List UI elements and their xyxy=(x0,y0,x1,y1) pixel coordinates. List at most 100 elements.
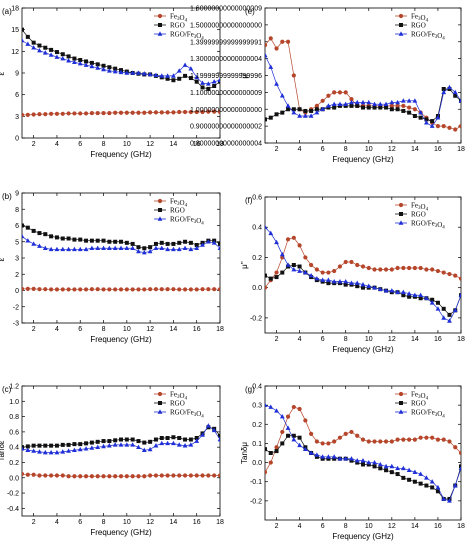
data-point-rgo xyxy=(268,276,273,281)
data-point-fe3o4 xyxy=(118,287,124,292)
y-tick-label: 1.2 xyxy=(9,384,19,391)
data-point-rgo xyxy=(274,449,279,454)
data-point-rgo-fe3o4 xyxy=(83,446,89,451)
data-point-rgo xyxy=(177,76,182,81)
data-point-fe3o4 xyxy=(291,235,296,240)
data-point-rgo xyxy=(297,264,302,269)
data-point-rgo-fe3o4 xyxy=(458,292,461,298)
data-point-rgo-fe3o4 xyxy=(165,440,170,446)
data-point-fe3o4 xyxy=(159,473,164,478)
y-tick-label: 1.30000000000000004 xyxy=(190,56,262,63)
data-point-rgo-fe3o4 xyxy=(400,465,406,471)
data-point-rgo-fe3o4 xyxy=(25,447,31,453)
data-point-rgo xyxy=(31,228,36,233)
data-point-rgo xyxy=(136,439,141,444)
data-point-rgo xyxy=(441,306,446,311)
data-point-fe3o4 xyxy=(25,286,30,291)
data-point-rgo xyxy=(194,243,199,247)
y-tick-label: 9 xyxy=(15,191,19,198)
data-point-rgo-fe3o4 xyxy=(349,280,354,285)
data-point-rgo xyxy=(314,107,319,112)
x-tick-label: 8 xyxy=(102,141,106,148)
data-point-rgo-fe3o4 xyxy=(372,285,377,290)
data-point-fe3o4 xyxy=(412,265,417,271)
data-point-fe3o4 xyxy=(447,125,452,130)
data-point-rgo xyxy=(49,443,54,448)
series-layer-a xyxy=(22,27,220,117)
data-point-rgo xyxy=(171,78,176,83)
y-axis-title: ε' xyxy=(0,70,6,76)
legend-marker-rgo-fe3o4 xyxy=(398,409,404,414)
data-point-rgo-fe3o4 xyxy=(106,68,112,73)
data-point-rgo xyxy=(326,281,331,286)
data-point-rgo-fe3o4 xyxy=(182,443,188,448)
data-point-fe3o4 xyxy=(332,268,337,274)
data-point-rgo xyxy=(303,108,308,113)
data-point-fe3o4 xyxy=(25,472,30,477)
data-point-fe3o4 xyxy=(118,110,124,115)
data-point-rgo xyxy=(130,241,135,246)
y-axis-title: Tanδμ xyxy=(240,442,249,464)
x-tick-label: 4 xyxy=(55,519,59,526)
data-point-rgo xyxy=(78,442,83,447)
data-point-rgo-fe3o4 xyxy=(343,456,349,461)
data-point-fe3o4 xyxy=(159,287,164,292)
legend-marker-rgo-fe3o4 xyxy=(157,31,163,36)
data-point-rgo xyxy=(297,435,302,440)
x-tick-label: 14 xyxy=(170,519,178,526)
data-point-rgo-fe3o4 xyxy=(112,68,118,74)
data-point-rgo-fe3o4 xyxy=(205,81,211,86)
data-point-rgo xyxy=(447,312,452,317)
data-point-rgo-fe3o4 xyxy=(447,318,452,323)
data-point-rgo xyxy=(113,438,118,443)
legend-label-fe3o4: Fe3O4 xyxy=(170,391,188,402)
data-point-rgo xyxy=(31,443,36,448)
data-point-rgo-fe3o4 xyxy=(66,58,71,63)
data-point-fe3o4 xyxy=(395,437,400,442)
data-point-rgo xyxy=(43,45,48,50)
series-line-fe3o4 xyxy=(265,37,461,130)
data-point-fe3o4 xyxy=(113,287,118,292)
y-tick-label: 1.19999999999999996 xyxy=(190,73,262,80)
y-tick-label: 1.60000000000000009 xyxy=(190,6,262,13)
data-point-rgo-fe3o4 xyxy=(452,89,458,95)
data-point-rgo-fe3o4 xyxy=(194,245,200,251)
data-point-rgo-fe3o4 xyxy=(25,238,31,243)
data-point-fe3o4 xyxy=(435,437,441,442)
legend-marker-fe3o4 xyxy=(157,391,163,397)
data-point-rgo xyxy=(424,483,429,488)
y-tick-label: 0.0 xyxy=(9,475,19,482)
plot-frame-f xyxy=(264,196,462,334)
x-tick-label: 12 xyxy=(146,519,154,526)
legend-label-fe3o4: Fe3O4 xyxy=(170,198,188,209)
data-point-rgo xyxy=(142,246,147,251)
data-point-rgo xyxy=(274,112,279,117)
data-point-rgo-fe3o4 xyxy=(268,230,274,236)
data-point-fe3o4 xyxy=(366,439,371,444)
y-tick-label: 8 xyxy=(15,207,19,214)
data-point-rgo-fe3o4 xyxy=(308,272,314,278)
data-point-fe3o4 xyxy=(314,267,319,272)
x-tick-label: 4 xyxy=(298,336,302,343)
data-point-rgo-fe3o4 xyxy=(389,99,395,105)
data-point-rgo xyxy=(101,238,106,243)
data-point-rgo-fe3o4 xyxy=(83,246,89,252)
data-point-rgo xyxy=(407,294,412,299)
data-point-rgo-fe3o4 xyxy=(130,442,136,447)
data-point-fe3o4 xyxy=(297,406,302,412)
x-axis-title: Frequency (GHz) xyxy=(90,335,152,344)
legend-label-rgo: RGO xyxy=(411,211,426,219)
data-point-rgo-fe3o4 xyxy=(95,245,101,251)
data-point-fe3o4 xyxy=(72,287,77,292)
legend-label-rgo-fe3o4: RGO/Fe3O4 xyxy=(170,216,204,227)
data-point-rgo-fe3o4 xyxy=(331,101,337,106)
y-tick-label: -2 xyxy=(13,304,19,311)
data-point-fe3o4 xyxy=(182,287,188,292)
series-layer-c xyxy=(22,423,220,479)
data-point-fe3o4 xyxy=(212,473,217,478)
data-point-rgo-fe3o4 xyxy=(22,233,25,239)
data-point-rgo-fe3o4 xyxy=(118,245,124,251)
data-point-rgo-fe3o4 xyxy=(418,110,424,115)
data-point-fe3o4 xyxy=(412,107,417,112)
data-point-fe3o4 xyxy=(83,287,89,292)
